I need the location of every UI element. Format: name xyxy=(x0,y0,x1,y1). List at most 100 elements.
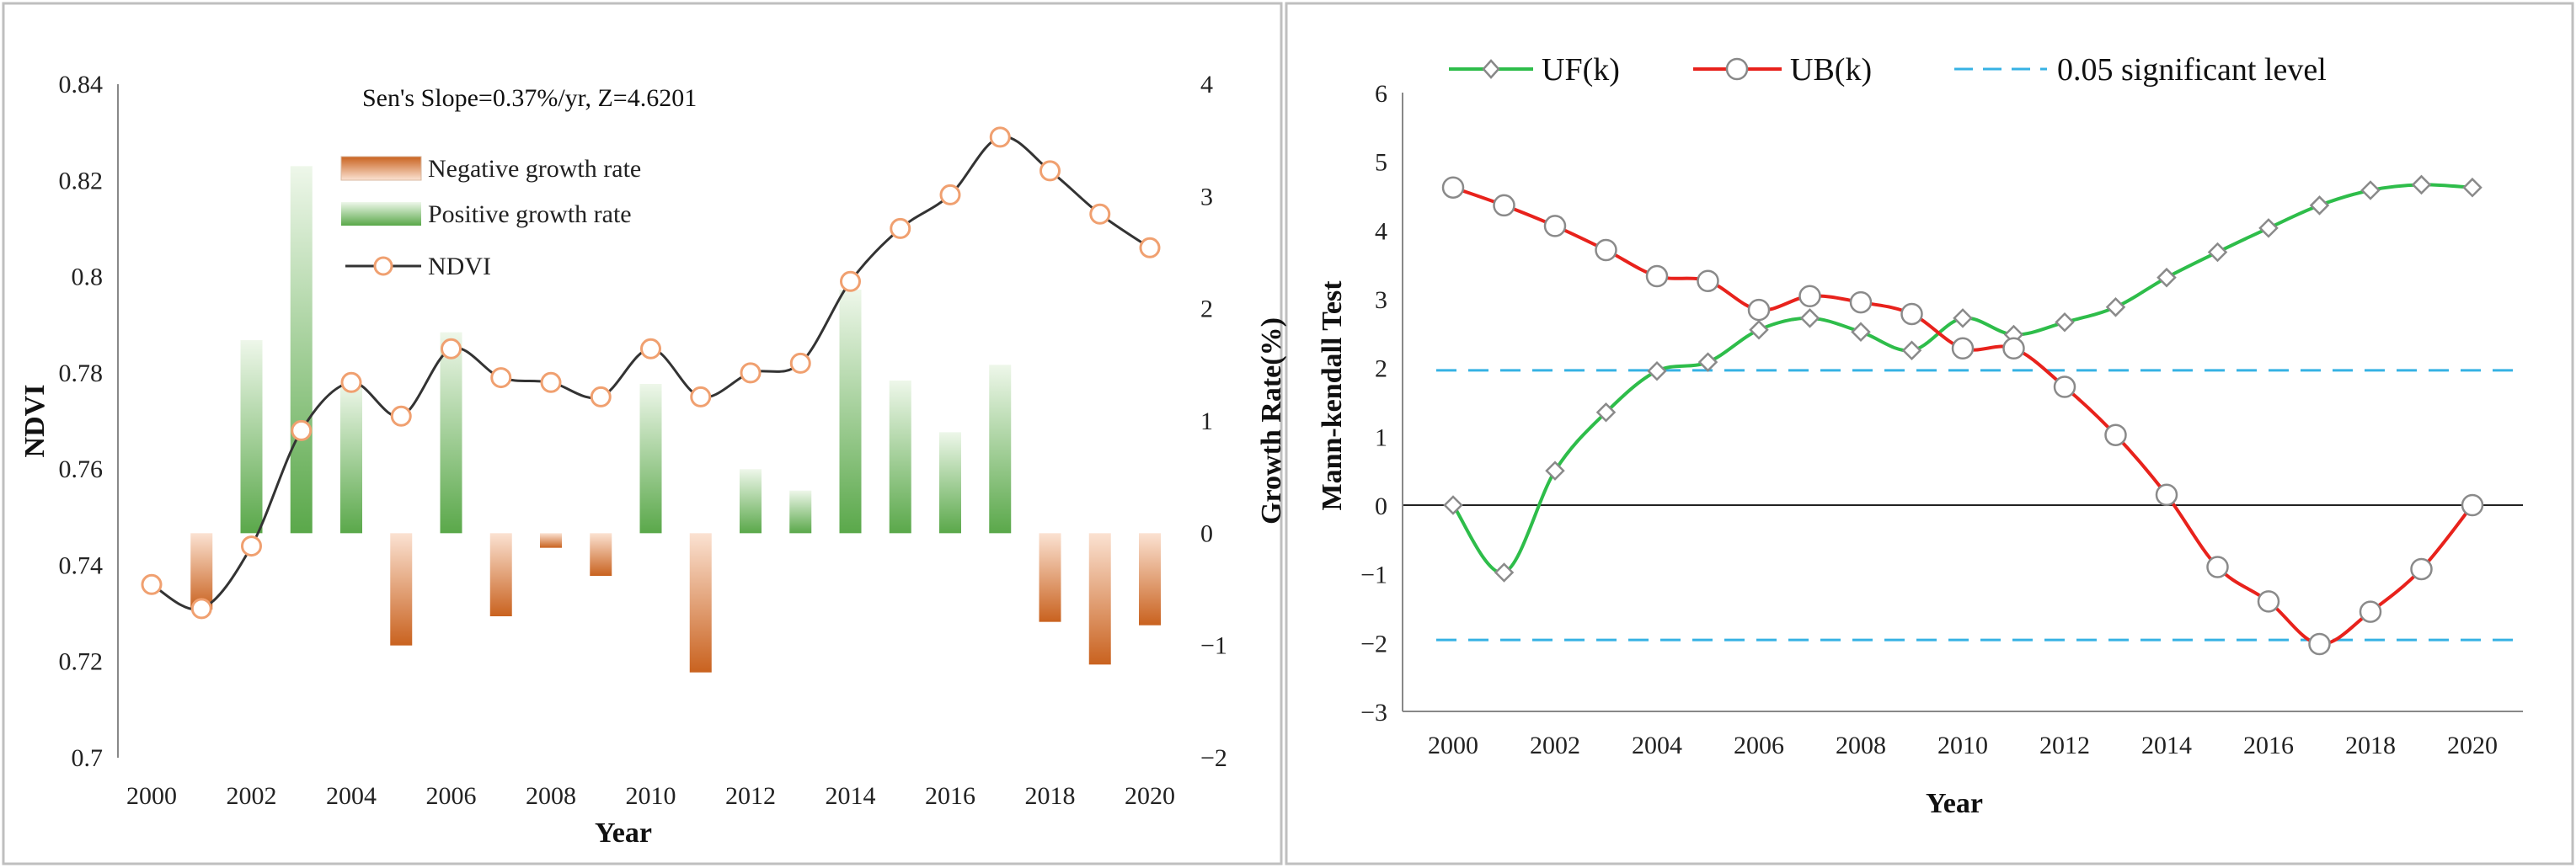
y2-tick-label: 4 xyxy=(1200,71,1213,99)
mk-x-tick-label: 2010 xyxy=(1937,732,1988,759)
mk-y-tick-label: 2 xyxy=(1375,355,1387,383)
legend-pos-swatch xyxy=(341,202,421,226)
y-tick-label: 0.72 xyxy=(59,648,104,676)
y-tick-label: 0.74 xyxy=(59,551,104,579)
ndvi-point xyxy=(241,535,262,557)
y-tick-label: 0.7 xyxy=(72,744,104,772)
mk-x-tick-label: 2008 xyxy=(1836,732,1886,759)
y2-tick-label: 3 xyxy=(1200,183,1213,210)
growth-bar-negative xyxy=(540,533,562,548)
ub-point xyxy=(1747,298,1771,322)
growth-bar-negative xyxy=(1088,533,1111,665)
uf-point xyxy=(2258,218,2279,238)
mk-x-title: Year xyxy=(1926,788,1983,819)
ndvi-point xyxy=(740,362,762,384)
ndvi-point xyxy=(441,338,462,359)
uf-point xyxy=(1953,308,1973,328)
ub-point xyxy=(1441,176,1465,199)
mk-y-tick-label: −2 xyxy=(1360,630,1387,658)
ndvi-point xyxy=(789,352,811,374)
ub-markers xyxy=(1441,176,2484,656)
ndvi-point xyxy=(890,217,911,239)
mk-x-tick-label: 2018 xyxy=(2345,732,2396,759)
ndvi-point xyxy=(989,126,1011,148)
left-y-ticks: 0.7 0.72 0.74 0.76 0.78 0.8 0.82 0.84 xyxy=(59,71,104,772)
ndvi-point xyxy=(141,573,163,595)
ub-point xyxy=(1595,238,1617,262)
growth-bar-negative xyxy=(489,533,512,616)
uf-point xyxy=(1901,340,1922,361)
ub-point xyxy=(1543,215,1567,237)
growth-bars xyxy=(190,166,1161,673)
uf-point xyxy=(1749,319,1769,340)
x-tick-label: 2000 xyxy=(126,782,177,810)
ndvi-point xyxy=(390,405,412,427)
left-panel-border xyxy=(2,2,1283,865)
left-y-title: NDVI xyxy=(19,385,51,458)
ndvi-point xyxy=(590,386,612,407)
legend-uf-marker xyxy=(1482,59,1500,79)
growth-bar-negative xyxy=(590,533,612,576)
legend-neg-label: Negative growth rate xyxy=(428,155,641,183)
growth-bar-positive xyxy=(939,432,961,534)
mk-y-tick-label: 3 xyxy=(1375,286,1387,314)
right-y-ticks: −2 −1 0 1 2 3 4 xyxy=(1200,71,1227,772)
mk-y-tick-label: 5 xyxy=(1375,149,1387,177)
ub-point xyxy=(1697,269,1719,293)
mk-y-ticks: 6 5 4 3 2 1 0 −1 −2 −3 xyxy=(1360,80,1387,727)
x-tick-label: 2010 xyxy=(626,782,676,810)
legend-ndvi-marker xyxy=(373,256,393,276)
y-tick-label: 0.78 xyxy=(59,359,104,387)
ub-point xyxy=(2053,375,2076,398)
ub-line xyxy=(1452,185,2474,647)
mk-x-tick-label: 2004 xyxy=(1632,732,1682,759)
mk-legend: UF(k) UB(k) 0.05 significant level xyxy=(1449,52,2327,88)
mk-x-tick-label: 2012 xyxy=(2039,732,2090,759)
ndvi-point xyxy=(1139,237,1161,258)
sens-slope-annotation: Sen's Slope=0.37%/yr, Z=4.6201 xyxy=(362,84,697,112)
growth-bar-positive xyxy=(740,469,762,534)
uf-point xyxy=(2156,267,2177,288)
ndvi-point xyxy=(190,598,212,620)
mk-y-tick-label: 4 xyxy=(1375,217,1387,245)
legend-pos-label: Positive growth rate xyxy=(428,200,632,228)
growth-bar-positive xyxy=(789,490,812,534)
y-tick-label: 0.8 xyxy=(72,264,104,291)
ub-point xyxy=(2104,423,2127,446)
mk-x-tick-label: 2014 xyxy=(2141,732,2192,759)
mk-x-tick-label: 2006 xyxy=(1734,732,1784,759)
ub-point xyxy=(1951,337,1975,360)
growth-bar-positive xyxy=(340,384,362,534)
growth-bar-negative xyxy=(190,533,213,610)
ndvi-point xyxy=(640,338,661,359)
ub-point xyxy=(2257,590,2280,613)
uf-line xyxy=(1451,183,2473,575)
ub-point xyxy=(2461,493,2484,517)
growth-bar-negative xyxy=(1139,533,1161,626)
uf-point xyxy=(1647,360,1667,381)
mk-y-title: Mann-kendall Test xyxy=(1317,280,1348,511)
left-y2-title: Growth Rate(%) xyxy=(1256,317,1287,525)
ub-point xyxy=(2359,600,2382,623)
mk-y-tick-label: 6 xyxy=(1375,80,1387,108)
uf-point xyxy=(1494,562,1515,583)
x-tick-label: 2012 xyxy=(725,782,776,810)
ndvi-chart: 0.7 0.72 0.74 0.76 0.78 0.8 0.82 0.84 −2 −1 0 1 2 3 4… xyxy=(19,71,1287,849)
uf-point xyxy=(1545,461,1565,481)
legend-ndvi-label: NDVI xyxy=(428,253,491,280)
x-tick-label: 2020 xyxy=(1125,782,1175,810)
mk-x-tick-label: 2020 xyxy=(2447,732,2498,759)
uf-point xyxy=(1443,495,1463,515)
growth-bar-positive xyxy=(889,381,911,534)
ndvi-point xyxy=(490,367,512,389)
y2-tick-label: 0 xyxy=(1200,519,1213,547)
ndvi-point xyxy=(291,419,313,441)
legend-ub-marker xyxy=(1725,57,1749,81)
ub-point xyxy=(2155,483,2178,506)
ndvi-point xyxy=(1089,203,1111,225)
x-tick-label: 2016 xyxy=(925,782,975,810)
x-tick-label: 2014 xyxy=(826,782,876,810)
y2-tick-label: 2 xyxy=(1200,296,1213,323)
uf-point xyxy=(2207,242,2228,263)
